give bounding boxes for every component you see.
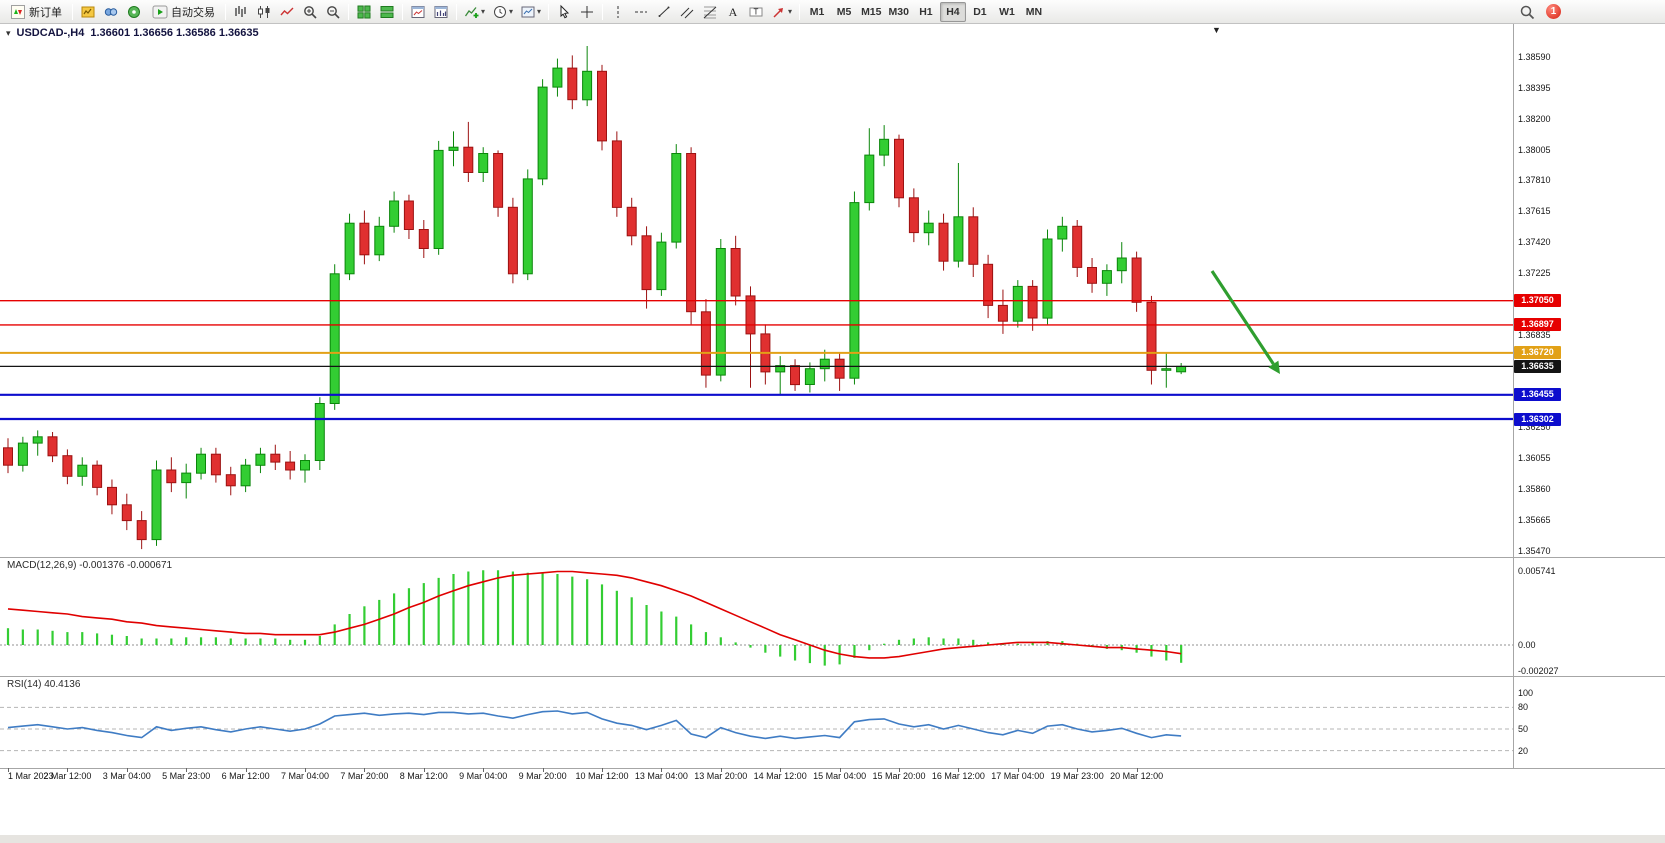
toolbar-separator	[456, 3, 457, 20]
tile-horizontal-button[interactable]	[376, 2, 398, 22]
new-chart-button[interactable]	[407, 2, 429, 22]
candlestick-chart-button[interactable]	[253, 2, 275, 22]
arrow-shape-icon	[773, 7, 784, 18]
shapes-dropdown-button[interactable]: ▾	[768, 2, 795, 22]
crosshair-button[interactable]	[576, 2, 598, 22]
tile-windows-icon	[357, 5, 371, 18]
cursor-button[interactable]	[553, 2, 575, 22]
text-tool-button[interactable]: A	[722, 2, 744, 22]
autotrading-button[interactable]: 自动交易	[146, 2, 221, 22]
zoom-out-button[interactable]	[322, 2, 344, 22]
rsi-header: RSI(14) 40.4136	[7, 679, 81, 690]
tile-horizontal-icon	[380, 5, 394, 18]
timeframe-button-h4[interactable]: H4	[939, 1, 966, 22]
macd-rsi-separator[interactable]	[0, 676, 1665, 677]
chart-menu-caret-icon[interactable]: ▾	[6, 27, 11, 38]
toolbar-separator	[348, 3, 349, 20]
macd-header: MACD(12,26,9) -0.001376 -0.000671	[7, 560, 173, 571]
new-order-icon	[11, 4, 25, 19]
tile-windows-button[interactable]	[353, 2, 375, 22]
templates-dropdown-button[interactable]: ▾	[517, 2, 544, 22]
chart-macd-separator[interactable]	[0, 557, 1665, 558]
toolbar-separator	[602, 3, 604, 20]
navigator-icon	[128, 5, 140, 18]
fibonacci-tool-button[interactable]	[699, 2, 721, 22]
scroll-to-end-marker-icon[interactable]: ▼	[1212, 25, 1221, 35]
periods-dropdown-button[interactable]: ▾	[489, 2, 516, 22]
timeframe-button-mn[interactable]: MN	[1025, 5, 1043, 18]
timeframe-button-m30[interactable]: M30	[888, 5, 909, 18]
search-icon	[1520, 5, 1535, 19]
new-chart-icon	[411, 5, 425, 18]
horizontal-line-tool-button[interactable]	[630, 2, 652, 22]
chart-profiles-button[interactable]	[430, 2, 452, 22]
label-tool-icon: T	[749, 7, 763, 16]
svg-text:A: A	[729, 5, 738, 19]
dropdown-caret-icon: ▾	[788, 7, 793, 16]
navigator-button[interactable]	[123, 2, 145, 22]
line-chart-icon	[280, 7, 294, 15]
cursor-icon	[560, 4, 570, 18]
data-window-icon	[104, 7, 118, 16]
timeframe-button-m5[interactable]: M5	[836, 5, 852, 18]
vertical-line-icon	[617, 5, 619, 18]
price-axis-line	[1513, 24, 1514, 768]
toolbar-separator	[225, 3, 226, 20]
chart-title-strip: ▾ USDCAD-,H4 1.36601 1.36656 1.36586 1.3…	[6, 27, 259, 39]
trendline-tool-button[interactable]	[653, 2, 675, 22]
toolbar: 新订单 自动交易 ▾ ▾ ▾ A T	[0, 0, 1665, 24]
text-tool-icon: A	[729, 5, 738, 19]
channel-tool-button[interactable]	[676, 2, 698, 22]
toolbar-separator	[402, 3, 403, 20]
dropdown-caret-icon: ▾	[537, 7, 542, 16]
market-watch-button[interactable]	[77, 2, 99, 22]
chart-symbol-period: USDCAD-,H4	[16, 27, 85, 39]
line-chart-button[interactable]	[276, 2, 298, 22]
timeframe-button-w1[interactable]: W1	[999, 5, 1015, 18]
timeframe-button-m15[interactable]: M15	[861, 5, 882, 18]
template-icon	[521, 6, 535, 17]
timeframe-toolbar: M1 M5 M15 M30 H1 H4 D1 W1 MN	[804, 1, 1047, 22]
search-button[interactable]	[1516, 2, 1538, 22]
clock-icon	[494, 5, 507, 18]
dropdown-caret-icon: ▾	[481, 7, 486, 16]
notification-badge[interactable]: 1	[1546, 4, 1561, 19]
indicators-add-icon	[464, 6, 479, 18]
timeframe-button-h1[interactable]: H1	[919, 5, 933, 18]
vertical-line-tool-button[interactable]	[607, 2, 629, 22]
new-order-button[interactable]: 新订单	[4, 2, 68, 22]
trendline-icon	[658, 6, 670, 17]
crosshair-icon	[581, 5, 594, 18]
svg-text:T: T	[754, 7, 759, 16]
new-order-label: 新订单	[29, 6, 62, 19]
bar-chart-icon	[235, 5, 246, 17]
autotrading-icon	[152, 5, 168, 18]
toolbar-separator	[548, 3, 550, 20]
market-watch-icon	[81, 6, 95, 17]
chart-ohlc-readout: 1.36601 1.36656 1.36586 1.36635	[90, 27, 259, 39]
zoom-in-icon	[304, 5, 317, 19]
indicators-dropdown-button[interactable]: ▾	[461, 2, 488, 22]
toolbar-right-group: 1	[1516, 2, 1561, 22]
channel-icon	[680, 7, 694, 18]
toolbar-separator	[799, 3, 801, 20]
horizontal-line-icon	[635, 11, 648, 12]
autotrading-label: 自动交易	[171, 6, 215, 19]
timeframe-button-d1[interactable]: D1	[973, 5, 987, 18]
time-axis-separator	[0, 768, 1665, 769]
toolbar-separator	[72, 3, 73, 20]
chart-profiles-icon	[434, 5, 448, 18]
candlestick-icon	[258, 5, 270, 18]
label-tool-button[interactable]: T	[745, 2, 767, 22]
data-window-button[interactable]	[100, 2, 122, 22]
zoom-out-icon	[327, 5, 340, 19]
bar-chart-button[interactable]	[230, 2, 252, 22]
dropdown-caret-icon: ▾	[509, 7, 514, 16]
zoom-in-button[interactable]	[299, 2, 321, 22]
fibonacci-icon	[703, 6, 717, 18]
timeframe-button-m1[interactable]: M1	[809, 5, 825, 18]
window-bottom-edge	[0, 835, 1665, 843]
